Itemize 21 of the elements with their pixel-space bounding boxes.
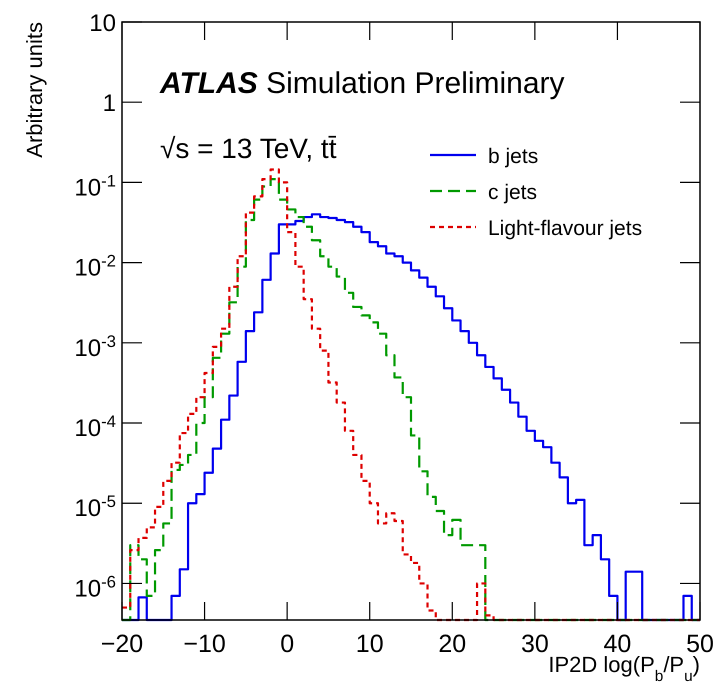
legend-label: c jets: [488, 181, 538, 204]
text: ATLAS Simulation Preliminary: [159, 67, 565, 100]
y-tick-label: 10$^{-3}$: [74, 331, 116, 362]
annotation: √s = 13 TeV, tt̄: [160, 133, 337, 164]
x-tick-label: 20: [438, 630, 466, 658]
legend-label: Light-flavour jets: [488, 217, 642, 240]
y-tick-label: 10$^{-4}$: [74, 412, 116, 442]
x-tick-label: −10: [183, 630, 226, 658]
x-tick-label: 10: [356, 630, 384, 658]
x-tick-label: 30: [520, 630, 549, 658]
x-tick-label: −20: [100, 630, 144, 658]
y-tick-label: 10$^{-1}$: [74, 170, 116, 202]
y-tick-label: 1: [102, 90, 116, 118]
x-tick-label: 0: [280, 630, 294, 658]
y-tick-label: 10$^{-5}$: [74, 492, 116, 522]
y-tick-label: 10$^{-6}$: [74, 572, 116, 602]
y-tick-label: 10$^{-2}$: [74, 251, 116, 282]
y-axis-title: Arbitrary units: [22, 22, 47, 158]
y-tick-label: 10: [89, 10, 116, 37]
x-axis-title: IP2D log(P$_{b}$/P$_{u}$): [548, 652, 700, 684]
legend-label: b jets: [488, 145, 538, 168]
